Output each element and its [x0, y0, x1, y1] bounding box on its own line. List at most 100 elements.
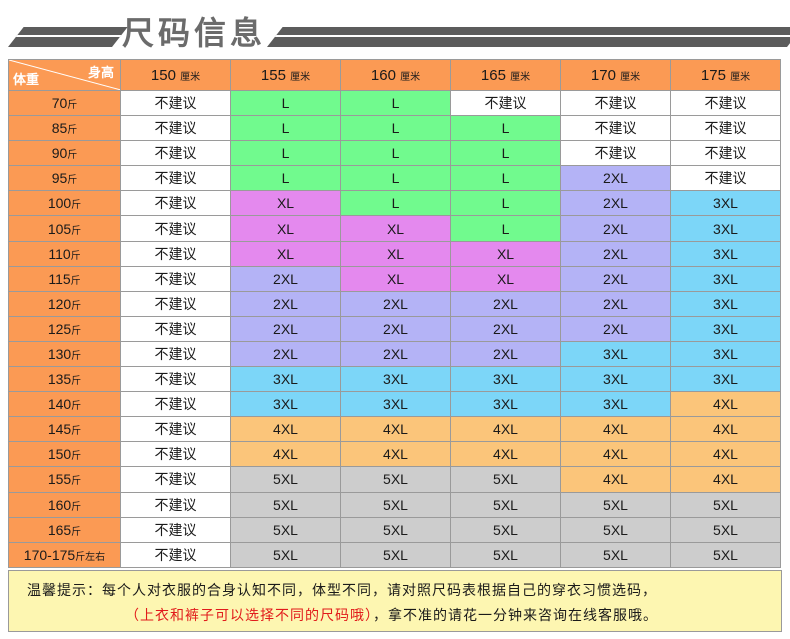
weight-unit: 斤 — [71, 401, 82, 413]
size-cell: 3XL — [230, 391, 341, 418]
size-cell: 3XL — [670, 315, 781, 342]
size-cell: 3XL — [340, 391, 451, 418]
size-cell: 3XL — [450, 366, 561, 393]
size-cell: 2XL — [560, 290, 671, 317]
weight-row-header: 70斤 — [8, 89, 121, 117]
size-chart-table: 身高 体重 150 厘米 155 厘米 160 厘米 165 厘米 170 厘米 175 … — [8, 59, 781, 568]
size-cell: 5XL — [230, 466, 341, 493]
weight-unit: 斤 — [71, 526, 82, 538]
size-cell: 4XL — [560, 416, 671, 443]
height-unit: 厘米 — [730, 71, 751, 83]
weight-row-header: 110斤 — [8, 240, 121, 267]
size-cell: 不建议 — [120, 115, 231, 142]
weight-unit: 斤 — [70, 250, 81, 262]
size-cell: 4XL — [560, 441, 671, 468]
weight-value: 85 — [51, 120, 68, 137]
weight-value: 145 — [47, 421, 72, 438]
size-cell: L — [450, 215, 561, 242]
size-cell: L — [450, 140, 561, 167]
size-cell: L — [230, 165, 341, 192]
size-cell: 3XL — [670, 190, 781, 217]
weight-row-header: 165斤 — [8, 516, 121, 543]
height-value: 175 — [700, 66, 726, 84]
weight-row-header: 95斤 — [8, 165, 121, 192]
size-cell: L — [340, 89, 451, 117]
table-row: 100斤 不建议 XL L L 2XL 3XL — [8, 190, 781, 217]
weight-row-header: 130斤 — [8, 340, 121, 368]
corner-diagonal — [9, 60, 120, 90]
table-corner: 身高 体重 — [8, 59, 121, 91]
size-cell: 2XL — [230, 315, 341, 342]
size-cell: 2XL — [230, 265, 341, 292]
weight-value: 100 — [47, 195, 72, 212]
size-cell: 3XL — [450, 391, 561, 418]
size-cell: 2XL — [560, 215, 671, 242]
size-cell: 4XL — [340, 416, 451, 443]
weight-value: 165 — [47, 521, 72, 538]
table-row: 155斤 不建议 5XL 5XL 5XL 4XL 4XL — [8, 466, 781, 493]
weight-row-header: 155斤 — [8, 466, 121, 493]
table-row: 135斤 不建议 3XL 3XL 3XL 3XL 3XL — [8, 366, 781, 393]
weight-unit: 斤 — [71, 325, 82, 337]
size-cell: 不建议 — [120, 215, 231, 242]
size-cell: 不建议 — [670, 140, 781, 167]
size-cell: 4XL — [340, 441, 451, 468]
size-cell: 2XL — [340, 290, 451, 317]
size-cell: 不建议 — [560, 140, 671, 167]
size-cell: 4XL — [450, 441, 561, 468]
size-cell: 5XL — [670, 541, 781, 568]
size-cell: 2XL — [230, 340, 341, 368]
size-cell: 2XL — [560, 165, 671, 192]
height-unit: 厘米 — [180, 71, 201, 83]
size-cell: 2XL — [450, 290, 561, 317]
weight-row-header: 160斤 — [8, 491, 121, 518]
size-cell: XL — [340, 265, 451, 292]
weight-value: 125 — [47, 320, 72, 337]
table-row: 85斤 不建议 L L L 不建议 不建议 — [8, 115, 781, 142]
size-cell: L — [450, 115, 561, 142]
weight-value: 70 — [51, 95, 68, 112]
size-cell: 不建议 — [120, 190, 231, 217]
size-cell: 5XL — [560, 491, 671, 518]
table-row: 160斤 不建议 5XL 5XL 5XL 5XL 5XL — [8, 491, 781, 518]
size-cell: 4XL — [230, 441, 341, 468]
size-cell: 不建议 — [120, 315, 231, 342]
size-cell: 4XL — [450, 416, 561, 443]
size-cell: 不建议 — [120, 140, 231, 167]
size-cell: 5XL — [340, 516, 451, 543]
weight-unit: 斤 — [70, 275, 81, 287]
weight-row-header: 100斤 — [8, 190, 121, 217]
size-cell: 不建议 — [120, 391, 231, 418]
size-cell: 2XL — [560, 190, 671, 217]
size-cell: 4XL — [230, 416, 341, 443]
height-unit: 厘米 — [400, 71, 421, 83]
banner-stripe-right — [267, 27, 790, 47]
size-cell: 不建议 — [670, 89, 781, 117]
banner-stripe-left — [8, 27, 128, 47]
weight-value: 120 — [47, 295, 72, 312]
height-header-row: 身高 体重 150 厘米 155 厘米 160 厘米 165 厘米 170 厘米 175 … — [8, 59, 781, 91]
size-cell: 3XL — [670, 290, 781, 317]
size-cell: 5XL — [560, 516, 671, 543]
size-cell: 不建议 — [120, 491, 231, 518]
size-cell: 2XL — [560, 240, 671, 267]
size-cell: XL — [230, 215, 341, 242]
weight-value: 150 — [47, 446, 72, 463]
size-cell: 5XL — [450, 466, 561, 493]
size-cell: 不建议 — [120, 265, 231, 292]
table-row: 170-175斤左右 不建议 5XL 5XL 5XL 5XL 5XL — [8, 541, 781, 568]
size-cell: L — [340, 140, 451, 167]
size-cell: 不建议 — [120, 366, 231, 393]
weight-value: 170-175 — [23, 546, 76, 563]
tip-box: 温馨提示：每个人对衣服的合身认知不同，体型不同，请对照尺码表根据自己的穿衣习惯选… — [8, 570, 782, 632]
weight-unit: 斤 — [71, 350, 82, 362]
weight-row-header: 85斤 — [8, 115, 121, 142]
size-cell: L — [450, 165, 561, 192]
size-cell: 不建议 — [450, 89, 561, 117]
size-cell: 3XL — [670, 366, 781, 393]
size-cell: XL — [450, 265, 561, 292]
weight-row-header: 125斤 — [8, 315, 121, 342]
weight-unit: 斤 — [71, 451, 82, 463]
table-row: 115斤 不建议 2XL XL XL 2XL 3XL — [8, 265, 781, 292]
height-column-header: 160 厘米 — [340, 59, 451, 91]
